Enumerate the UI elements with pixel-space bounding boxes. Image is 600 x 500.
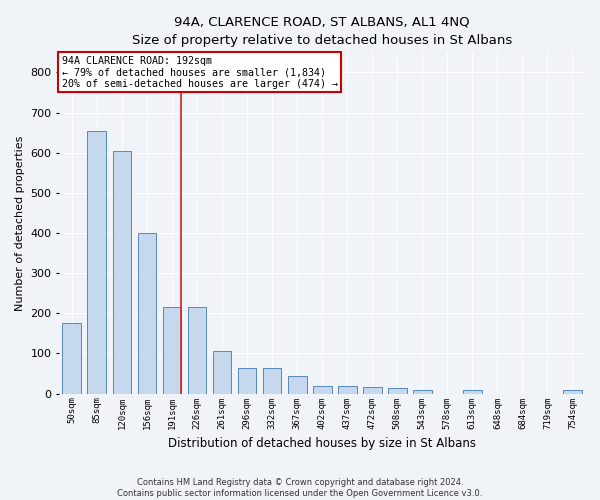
Bar (212, 350, 232, 394)
Bar (363, 387, 382, 394)
Title: 94A, CLARENCE ROAD, ST ALBANS, AL1 4NQ
Size of property relative to detached hou: 94A, CLARENCE ROAD, ST ALBANS, AL1 4NQ S… (132, 15, 512, 47)
Bar (338, 386, 356, 394)
Y-axis label: Number of detached properties: Number of detached properties (15, 136, 25, 310)
Bar (288, 376, 307, 394)
Bar (163, 308, 181, 394)
Bar (137, 233, 157, 394)
Bar (113, 150, 131, 394)
Bar (88, 130, 106, 394)
Bar (463, 390, 482, 394)
Bar (413, 390, 431, 394)
Text: 94A CLARENCE ROAD: 192sqm
← 79% of detached houses are smaller (1,834)
20% of se: 94A CLARENCE ROAD: 192sqm ← 79% of detac… (62, 56, 338, 89)
Bar (62, 324, 81, 394)
Bar (188, 308, 206, 394)
Bar (388, 388, 407, 394)
Bar (313, 386, 332, 394)
Bar (263, 368, 281, 394)
X-axis label: Distribution of detached houses by size in St Albans: Distribution of detached houses by size … (168, 437, 476, 450)
Bar (238, 368, 256, 394)
Text: Contains HM Land Registry data © Crown copyright and database right 2024.
Contai: Contains HM Land Registry data © Crown c… (118, 478, 482, 498)
Bar (563, 390, 582, 394)
